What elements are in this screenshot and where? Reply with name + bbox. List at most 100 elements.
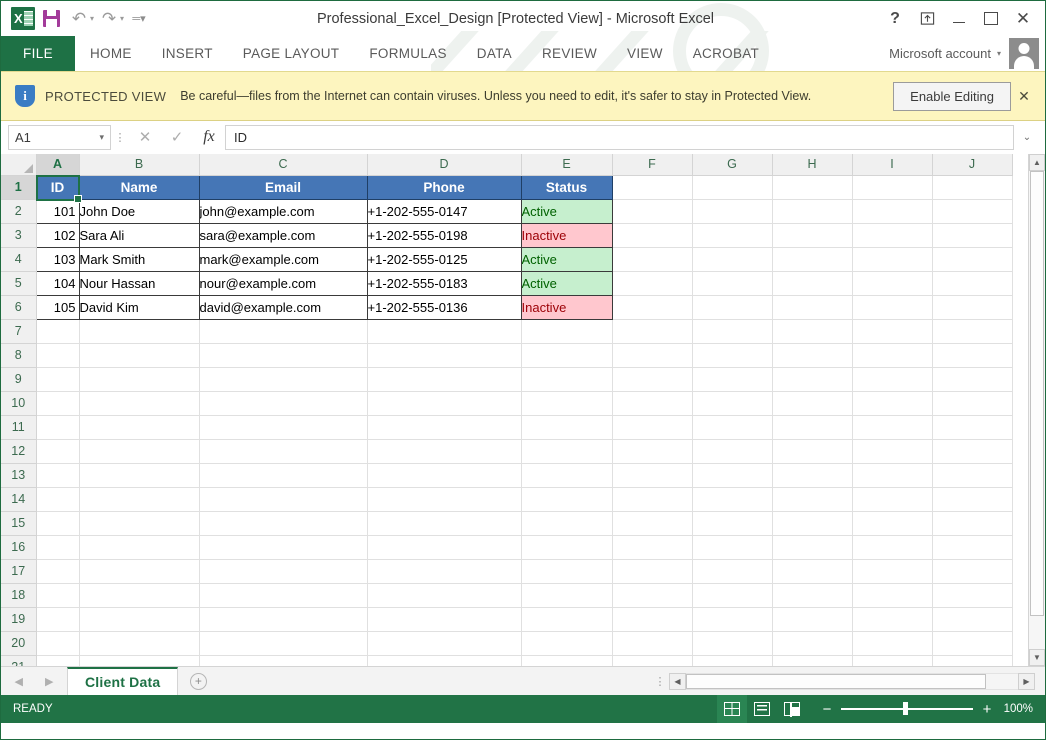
cell-f17[interactable] — [611, 558, 693, 584]
cell-c11[interactable] — [198, 414, 368, 440]
cell-d14[interactable] — [366, 486, 522, 512]
account-area[interactable]: Microsoft account ▾ — [889, 36, 1045, 71]
cell-a3[interactable]: 102 — [35, 222, 80, 248]
cell-b10[interactable] — [78, 390, 200, 416]
cell-f12[interactable] — [611, 438, 693, 464]
help-icon[interactable]: ? — [890, 9, 900, 27]
cell-h11[interactable] — [771, 414, 853, 440]
cell-f6[interactable] — [611, 294, 693, 320]
cell-f14[interactable] — [611, 486, 693, 512]
cell-d15[interactable] — [366, 510, 522, 536]
cell-i9[interactable] — [851, 366, 933, 392]
cell-b8[interactable] — [78, 342, 200, 368]
zoom-out-icon[interactable]: − — [822, 700, 832, 718]
cell-b5[interactable]: Nour Hassan — [78, 270, 200, 296]
cell-d1[interactable]: Phone — [366, 174, 522, 200]
cell-e6[interactable]: Inactive — [520, 294, 613, 320]
cell-c10[interactable] — [198, 390, 368, 416]
row-header-7[interactable]: 7 — [1, 319, 37, 344]
tab-view[interactable]: VIEW — [627, 46, 663, 61]
row-header-3[interactable]: 3 — [1, 223, 37, 248]
cell-e5[interactable]: Active — [520, 270, 613, 296]
cell-j11[interactable] — [931, 414, 1013, 440]
cell-g19[interactable] — [691, 606, 773, 632]
cell-b12[interactable] — [78, 438, 200, 464]
cell-i17[interactable] — [851, 558, 933, 584]
cell-a8[interactable] — [35, 342, 80, 368]
cell-j5[interactable] — [931, 270, 1013, 296]
cell-d12[interactable] — [366, 438, 522, 464]
select-all-corner[interactable] — [1, 154, 37, 176]
cell-d11[interactable] — [366, 414, 522, 440]
sheet-tab-client-data[interactable]: Client Data — [67, 667, 179, 695]
row-header-9[interactable]: 9 — [1, 367, 37, 392]
row-header-1[interactable]: 1 — [1, 175, 37, 200]
cell-d17[interactable] — [366, 558, 522, 584]
minimize-icon[interactable] — [943, 5, 975, 33]
cell-j7[interactable] — [931, 318, 1013, 344]
row-header-2[interactable]: 2 — [1, 199, 37, 224]
cell-f3[interactable] — [611, 222, 693, 248]
row-header-11[interactable]: 11 — [1, 415, 37, 440]
cell-d7[interactable] — [366, 318, 522, 344]
cell-f20[interactable] — [611, 630, 693, 656]
cell-b7[interactable] — [78, 318, 200, 344]
cell-i11[interactable] — [851, 414, 933, 440]
cell-b13[interactable] — [78, 462, 200, 488]
scroll-down-button[interactable]: ▼ — [1029, 649, 1045, 666]
cell-j17[interactable] — [931, 558, 1013, 584]
cell-e12[interactable] — [520, 438, 613, 464]
cell-h17[interactable] — [771, 558, 853, 584]
cell-b9[interactable] — [78, 366, 200, 392]
page-break-preview-button[interactable] — [777, 695, 807, 723]
row-header-16[interactable]: 16 — [1, 535, 37, 560]
row-header-17[interactable]: 17 — [1, 559, 37, 584]
cell-f2[interactable] — [611, 198, 693, 224]
cell-i12[interactable] — [851, 438, 933, 464]
cell-e20[interactable] — [520, 630, 613, 656]
cell-a13[interactable] — [35, 462, 80, 488]
cell-e18[interactable] — [520, 582, 613, 608]
scroll-up-button[interactable]: ▲ — [1029, 154, 1045, 171]
cell-j18[interactable] — [931, 582, 1013, 608]
vertical-scrollbar-thumb[interactable] — [1030, 171, 1044, 616]
cell-f9[interactable] — [611, 366, 693, 392]
cell-d19[interactable] — [366, 606, 522, 632]
cell-j6[interactable] — [931, 294, 1013, 320]
cell-b21[interactable] — [78, 654, 200, 666]
cell-j3[interactable] — [931, 222, 1013, 248]
cell-g5[interactable] — [691, 270, 773, 296]
zoom-slider[interactable]: − + — [807, 701, 1003, 718]
tab-insert[interactable]: INSERT — [161, 46, 213, 61]
tab-home[interactable]: HOME — [90, 46, 132, 61]
cell-i16[interactable] — [851, 534, 933, 560]
cell-a20[interactable] — [35, 630, 80, 656]
cell-e16[interactable] — [520, 534, 613, 560]
cell-h21[interactable] — [771, 654, 853, 666]
cell-i18[interactable] — [851, 582, 933, 608]
cell-d13[interactable] — [366, 462, 522, 488]
ribbon-display-options-icon[interactable] — [911, 5, 943, 33]
cell-i19[interactable] — [851, 606, 933, 632]
cell-d5[interactable]: +1-202-555-0183 — [366, 270, 522, 296]
cell-c12[interactable] — [198, 438, 368, 464]
add-sheet-button[interactable]: + — [178, 667, 218, 695]
cell-g8[interactable] — [691, 342, 773, 368]
cell-j2[interactable] — [931, 198, 1013, 224]
cell-d9[interactable] — [366, 366, 522, 392]
avatar[interactable] — [1009, 38, 1039, 69]
cell-c18[interactable] — [198, 582, 368, 608]
worksheet-grid[interactable]: A B C D E F G H I J 1 ID Name Email — [1, 154, 1028, 666]
cell-d3[interactable]: +1-202-555-0198 — [366, 222, 522, 248]
cell-f1[interactable] — [611, 174, 693, 200]
cell-g14[interactable] — [691, 486, 773, 512]
previous-sheet-icon[interactable]: ◀ — [14, 675, 23, 688]
cell-j4[interactable] — [931, 246, 1013, 272]
cell-a9[interactable] — [35, 366, 80, 392]
cell-d6[interactable]: +1-202-555-0136 — [366, 294, 522, 320]
cell-g9[interactable] — [691, 366, 773, 392]
redo-icon[interactable]: ↷ — [96, 6, 122, 32]
cell-g12[interactable] — [691, 438, 773, 464]
cell-b3[interactable]: Sara Ali — [78, 222, 200, 248]
cell-h20[interactable] — [771, 630, 853, 656]
